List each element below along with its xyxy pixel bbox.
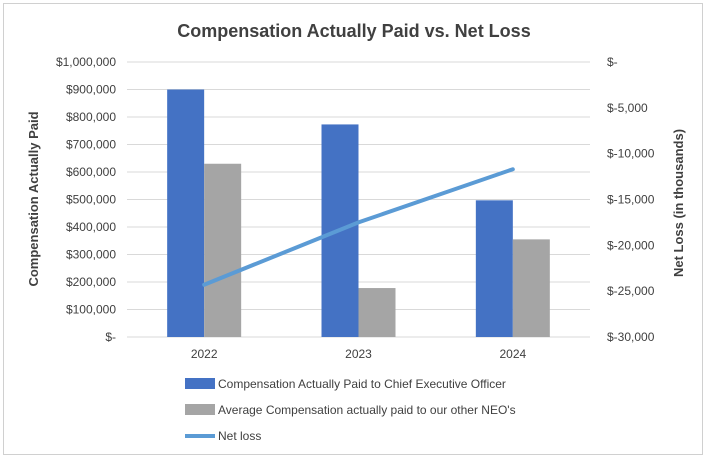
y-tick-label: $700,000 [66, 138, 116, 152]
bar [475, 200, 513, 337]
y2-tick-label: $-15,000 [607, 193, 655, 207]
y2-tick-label: $-10,000 [607, 147, 655, 161]
bar [204, 163, 242, 337]
bar [167, 89, 205, 337]
chart-title: Compensation Actually Paid vs. Net Loss [177, 21, 530, 41]
net-loss-line [202, 167, 515, 287]
line-group [202, 167, 515, 287]
x-tick-label: 2024 [499, 347, 526, 361]
chart-frame: Compensation Actually Paid vs. Net Loss … [3, 3, 703, 455]
legend-label: Average Compensation actually paid to ou… [218, 403, 516, 417]
y-tick-label: $600,000 [66, 165, 116, 179]
y-tick-label: $800,000 [66, 110, 116, 124]
y2-tick-label: $-25,000 [607, 284, 655, 298]
y-axis-ticks: $- $100,000 $200,000 $300,000 $400,000 $500,0… [56, 55, 116, 344]
y-tick-label: $400,000 [66, 220, 116, 234]
x-tick-label: 2022 [191, 347, 218, 361]
x-axis-ticks: 2022 2023 2024 [191, 347, 527, 361]
y-tick-label: $300,000 [66, 248, 116, 262]
y2-tick-label: $- [607, 55, 618, 69]
y-tick-label: $500,000 [66, 193, 116, 207]
y-tick-label: $200,000 [66, 275, 116, 289]
bar [512, 239, 550, 337]
y-tick-label: $- [105, 330, 116, 344]
x-tick-label: 2023 [345, 347, 372, 361]
y2-axis-title: Net Loss (in thousands) [671, 129, 686, 277]
bars-group [167, 89, 550, 337]
legend-swatch [185, 378, 215, 389]
y2-axis-ticks: $-30,000 $-25,000 $-20,000 $-15,000 $-10,000… [607, 55, 655, 344]
y-tick-label: $1,000,000 [56, 55, 116, 69]
bar [358, 288, 396, 337]
legend-swatch [185, 404, 215, 415]
legend-label: Net loss [218, 429, 261, 443]
y-tick-label: $900,000 [66, 83, 116, 97]
legend-label: Compensation Actually Paid to Chief Exec… [218, 377, 506, 391]
legend: Compensation Actually Paid to Chief Exec… [185, 377, 516, 443]
y2-tick-label: $-30,000 [607, 330, 655, 344]
chart-svg: Compensation Actually Paid vs. Net Loss … [26, 21, 686, 443]
y-tick-label: $100,000 [66, 303, 116, 317]
y2-tick-label: $-20,000 [607, 238, 655, 252]
y-axis-title: Compensation Actually Paid [26, 111, 41, 286]
y2-tick-label: $-5,000 [607, 101, 648, 115]
